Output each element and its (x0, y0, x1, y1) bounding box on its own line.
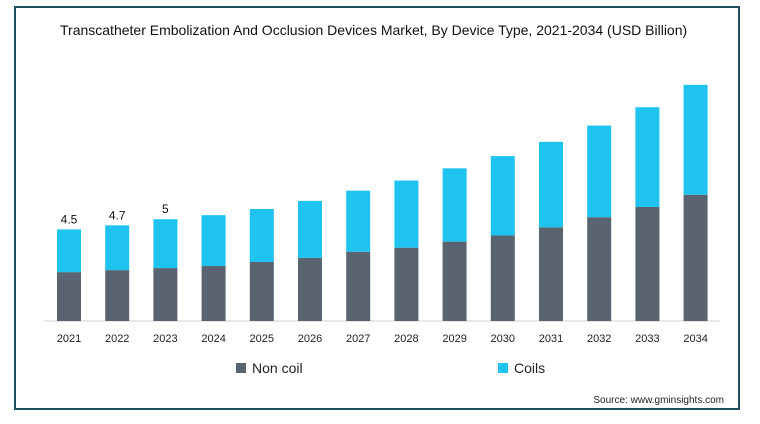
legend-swatch-coils (498, 363, 508, 373)
data-label-2022: 4.7 (109, 208, 126, 222)
data-label-2021: 4.5 (61, 212, 78, 226)
bar-coils-2021 (57, 229, 81, 273)
bar-coils-2028 (394, 180, 419, 248)
bar-coils-2031 (539, 141, 563, 228)
x-tick-label-2029: 2029 (442, 333, 466, 345)
legend-label-coils: Coils (514, 360, 546, 376)
bar-coils-2033 (635, 107, 660, 207)
bar-non-coil-2025 (249, 261, 274, 321)
data-label-2023: 5 (162, 202, 169, 216)
bar-coils-2025 (249, 209, 274, 262)
legend-item-non-coil: Non coil (236, 360, 303, 376)
bar-non-coil-2027 (346, 251, 371, 321)
chart-frame (14, 6, 740, 410)
bar-coils-2032 (587, 125, 612, 218)
bar-non-coil-2031 (539, 227, 563, 321)
x-tick-label-2034: 2034 (683, 333, 707, 345)
source-note: Source: www.gminsights.com (593, 395, 724, 406)
bar-coils-2022 (105, 225, 130, 271)
bar-non-coil-2026 (298, 257, 322, 321)
x-tick-label-2033: 2033 (635, 333, 659, 345)
chart-title: Transcatheter Embolization And Occlusion… (60, 22, 688, 38)
bar-non-coil-2022 (105, 270, 130, 321)
bar-non-coil-2024 (201, 266, 226, 321)
bar-coils-2029 (442, 168, 467, 242)
bar-non-coil-2032 (587, 217, 612, 321)
x-tick-label-2023: 2023 (153, 333, 177, 345)
bar-non-coil-2021 (57, 272, 81, 321)
x-tick-label-2024: 2024 (201, 333, 225, 345)
x-tick-label-2030: 2030 (491, 333, 515, 345)
bar-non-coil-2033 (635, 207, 660, 321)
x-tick-label-2021: 2021 (57, 333, 81, 345)
bar-coils-2023 (153, 219, 178, 269)
bar-coils-2026 (298, 200, 322, 258)
legend-item-coils: Coils (498, 360, 545, 376)
x-tick-label-2025: 2025 (250, 333, 274, 345)
bar-non-coil-2028 (394, 247, 419, 321)
legend-label-non-coil: Non coil (252, 360, 303, 376)
bar-coils-2027 (346, 190, 371, 252)
legend-swatch-non-coil (236, 363, 246, 373)
bar-non-coil-2034 (683, 194, 708, 321)
bar-coils-2024 (201, 215, 226, 267)
bar-coils-2030 (490, 156, 515, 236)
bar-non-coil-2023 (153, 268, 178, 321)
legend: Non coil Coils (0, 360, 760, 380)
x-tick-label-2032: 2032 (587, 333, 611, 345)
bar-non-coil-2030 (490, 235, 515, 321)
x-tick-label-2028: 2028 (394, 333, 418, 345)
x-tick-label-2031: 2031 (539, 333, 563, 345)
x-tick-label-2027: 2027 (346, 333, 370, 345)
bar-non-coil-2029 (442, 241, 467, 321)
x-tick-label-2026: 2026 (298, 333, 322, 345)
bar-coils-2034 (683, 84, 708, 195)
x-tick-label-2022: 2022 (105, 333, 129, 345)
